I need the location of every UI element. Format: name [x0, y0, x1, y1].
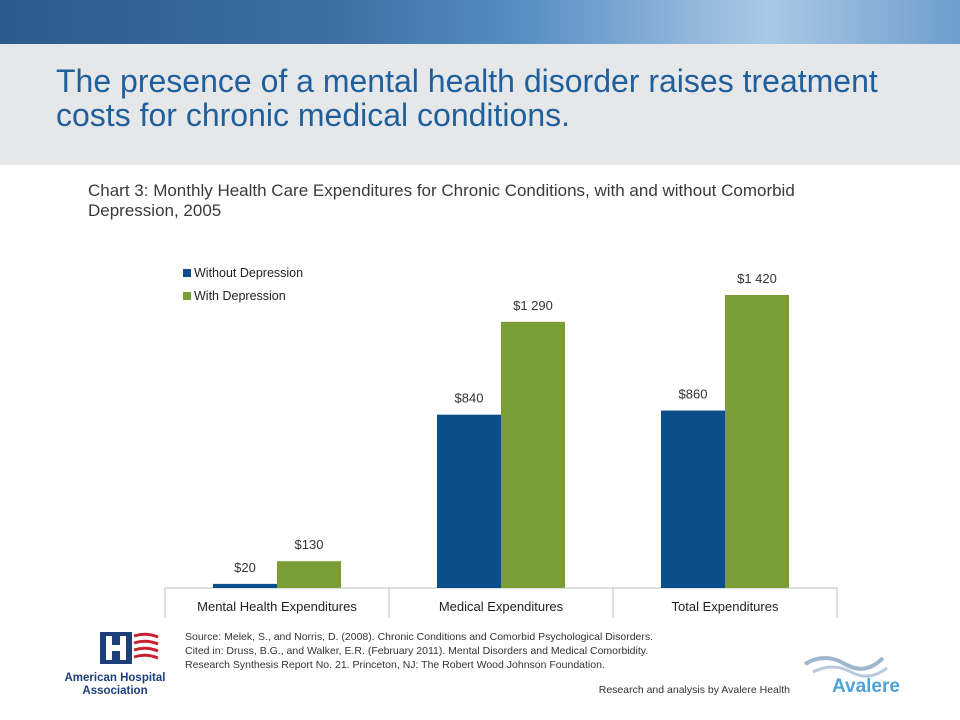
- legend-swatch: [183, 269, 191, 277]
- source-citation: Source: Melek, S., and Norris, D. (2008)…: [185, 630, 785, 672]
- bar: [501, 321, 565, 588]
- x-tick-label: Mental Health Expenditures: [197, 599, 357, 614]
- chart-title: Chart 3: Monthly Health Care Expenditure…: [88, 181, 795, 220]
- aha-logo-icon: [100, 632, 159, 664]
- data-label: $1 420: [737, 271, 777, 286]
- bar: [661, 410, 725, 588]
- aha-wordmark-line: Association: [82, 685, 148, 697]
- aha-wordmark-line: American Hospital: [64, 672, 166, 684]
- data-label: $130: [295, 537, 324, 552]
- x-tick-label: Total Expenditures: [672, 599, 779, 614]
- avalere-wordmark: Avalere: [832, 676, 900, 697]
- bar: [277, 561, 341, 588]
- analysis-credit: Research and analysis by Avalere Health: [598, 684, 790, 696]
- avalere-logo-icon: [803, 656, 888, 678]
- legend-label: Without Depression: [194, 266, 303, 280]
- bar: [437, 414, 501, 588]
- bar: [725, 295, 789, 588]
- source-line: Source: Melek, S., and Norris, D. (2008)…: [185, 631, 654, 643]
- data-label: $840: [455, 391, 484, 406]
- slide-title: The presence of a mental health disorder…: [56, 63, 878, 133]
- legend-swatch: [183, 292, 191, 300]
- aha-wordmark: American Hospital Association: [52, 672, 178, 698]
- data-label: $860: [679, 387, 708, 402]
- header-decorative-band: [0, 0, 960, 44]
- source-line: Cited in: Druss, B.G., and Walker, E.R. …: [185, 645, 649, 657]
- data-label: $20: [234, 560, 256, 575]
- legend-label: With Depression: [194, 289, 286, 303]
- x-tick-label: Medical Expenditures: [439, 599, 564, 614]
- source-line: Research Synthesis Report No. 21. Prince…: [185, 659, 605, 671]
- bar: [213, 583, 277, 588]
- title-band: [0, 44, 960, 165]
- data-label: $1 290: [513, 298, 553, 313]
